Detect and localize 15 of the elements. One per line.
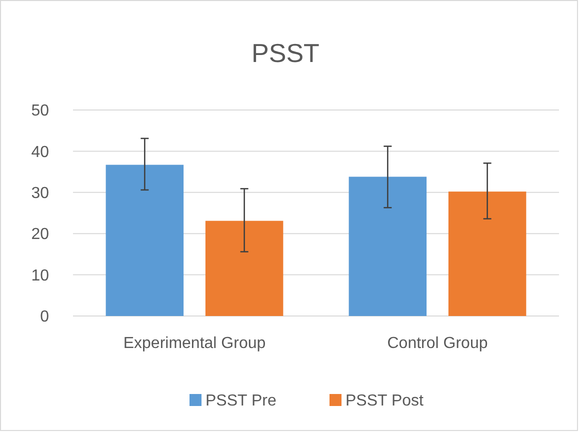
bar [205, 220, 284, 316]
y-tick-label: 0 [40, 308, 50, 326]
bar [348, 176, 427, 316]
x-tick-label: Experimental Group [123, 335, 266, 352]
y-tick-label: 30 [31, 185, 50, 202]
legend-label: PSST Pre [206, 392, 276, 410]
x-tick-label: Control Group [387, 335, 488, 352]
y-tick-label: 20 [31, 226, 50, 244]
chart-title: PSST [252, 38, 320, 68]
legend-label: PSST Post [346, 392, 424, 410]
bar [448, 192, 526, 316]
y-tick-label: 10 [31, 267, 50, 284]
y-tick-label: 40 [31, 144, 50, 161]
bar [106, 164, 184, 316]
y-tick-label: 50 [31, 102, 50, 120]
